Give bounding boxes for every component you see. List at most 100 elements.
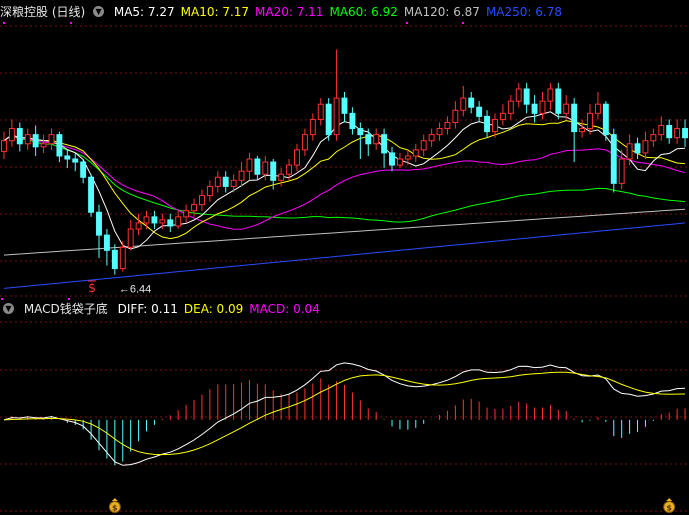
- candle-body: [198, 195, 205, 206]
- candle-body: [650, 134, 657, 142]
- candle-body: [167, 219, 174, 227]
- macd-legend: DIFF: 0.11 DEA: 0.09 MACD: 0.04: [118, 302, 326, 316]
- candle-body: [602, 103, 609, 136]
- candle-body: [214, 176, 221, 187]
- candle-body: [460, 97, 467, 111]
- ma-legend-item-3: MA60: 6.92: [329, 5, 398, 19]
- candle-body: [8, 128, 15, 142]
- chevron-down-icon[interactable]: ▼: [3, 303, 14, 314]
- price-header: 深粮控股 (日线) ▼ MA5: 7.27 MA10: 7.17 MA20: 7.1…: [0, 2, 574, 22]
- macd-title: MACD钱袋子底: [23, 302, 108, 316]
- candle-body: [682, 128, 688, 139]
- candle-body: [325, 103, 332, 136]
- money-bag-symbol: $: [112, 504, 118, 513]
- candle-body: [16, 128, 23, 145]
- diff-line: [3, 362, 686, 466]
- candle-body: [539, 100, 546, 114]
- candle-body: [365, 134, 372, 145]
- candle-body: [96, 211, 102, 236]
- candle-body: [587, 112, 593, 130]
- macd-header: ▼ MACD钱袋子底 DIFF: 0.11 DEA: 0.09 MACD: 0.04: [0, 299, 332, 319]
- candle-body: [373, 134, 380, 145]
- candle-body: [492, 118, 498, 133]
- candle-body: [64, 155, 71, 160]
- candle-body: [135, 222, 142, 230]
- ma-line-ma20: [3, 134, 686, 230]
- low-price-annotation: ←6.44: [119, 284, 151, 296]
- candle-body: [444, 121, 451, 130]
- marker-dot-0: [3, 22, 5, 24]
- candle-body: [507, 100, 514, 114]
- candle-body: [127, 228, 134, 248]
- marker-dot-1: [70, 22, 72, 24]
- candle-body: [333, 97, 340, 136]
- marker-dot-5: [68, 298, 70, 300]
- candle-body: [159, 219, 166, 224]
- candle-body: [404, 155, 411, 160]
- ma-legend-item-0: MA5: 7.27: [113, 5, 175, 19]
- marker-dot-3: [462, 22, 464, 24]
- candle-body: [531, 103, 538, 114]
- candle-body: [309, 118, 316, 136]
- ma-line-ma10: [3, 120, 686, 240]
- candle-body: [40, 143, 47, 148]
- money-bag-symbol: $: [666, 504, 672, 513]
- ma-line-ma60: [3, 134, 686, 223]
- macd-legend-item-0: DIFF: 0.11: [117, 302, 178, 316]
- candle-body: [294, 149, 300, 166]
- candle-body: [563, 103, 570, 114]
- candle-body: [523, 88, 530, 105]
- candle-body: [103, 234, 110, 251]
- candle-body: [262, 161, 269, 175]
- candle-body: [56, 134, 63, 157]
- candle-body: [674, 128, 681, 139]
- candle-body: [357, 128, 364, 136]
- candle-body: [666, 125, 673, 139]
- candle-body: [547, 88, 554, 102]
- money-bag-tie-icon: [666, 498, 673, 501]
- candle-body: [119, 246, 126, 270]
- candle-body: [246, 158, 253, 172]
- candle-body: [484, 115, 491, 133]
- dea-line: [3, 371, 686, 456]
- money-bag-icon: [108, 501, 121, 513]
- chevron-down-icon[interactable]: ▼: [93, 6, 105, 17]
- ma-legend-item-5: MA250: 6.78: [485, 5, 562, 19]
- candle-body: [634, 143, 641, 154]
- money-bag-icon: [663, 501, 676, 513]
- ma-line-ma250: [3, 222, 686, 289]
- candle-body: [254, 158, 261, 175]
- ma-legend: MA5: 7.27 MA10: 7.17 MA20: 7.11 MA60: 6.92 M…: [114, 5, 568, 19]
- stock-title: 深粮控股 (日线): [0, 5, 86, 19]
- candle-body: [594, 103, 601, 114]
- candle-body: [111, 249, 118, 270]
- candle-body: [579, 128, 586, 133]
- money-bag-tie-icon: [111, 498, 118, 501]
- candle-body: [515, 88, 522, 102]
- buy-signal-icon: $: [88, 281, 96, 295]
- candle-body: [175, 216, 182, 227]
- candle-body: [381, 134, 388, 154]
- candle-body: [1, 140, 7, 152]
- candle-body: [48, 134, 55, 145]
- ma-legend-item-2: MA20: 7.11: [255, 5, 324, 19]
- candle-body: [317, 103, 324, 120]
- candle-body: [452, 109, 459, 123]
- candle-body: [618, 158, 625, 184]
- candle-body: [412, 149, 419, 157]
- candle-body: [222, 176, 229, 187]
- candle-body: [72, 158, 79, 163]
- candle-body: [80, 161, 87, 178]
- marker-dot-4: [1, 298, 3, 300]
- macd-legend-item-1: DEA: 0.09: [183, 302, 244, 316]
- candle-body: [420, 140, 427, 151]
- candle-body: [270, 161, 277, 181]
- candle-body: [238, 170, 245, 181]
- candle-body: [610, 134, 617, 184]
- candle-body: [396, 158, 403, 166]
- candle-body: [499, 112, 506, 120]
- macd-legend-item-2: MACD: 0.04: [249, 302, 320, 316]
- candle-body: [428, 134, 435, 142]
- candle-body: [389, 152, 395, 166]
